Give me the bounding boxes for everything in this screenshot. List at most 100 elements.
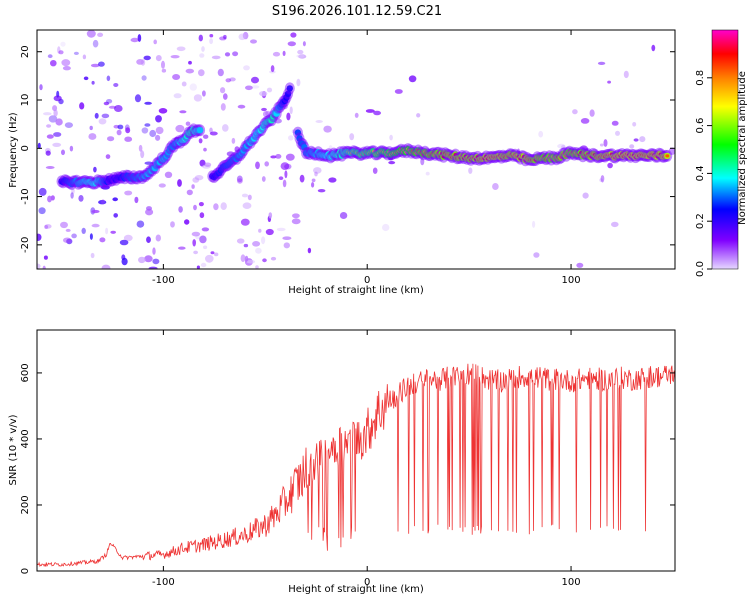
noise-blob xyxy=(468,167,473,174)
noise-blob xyxy=(101,264,111,269)
noise-blob xyxy=(103,101,110,106)
noise-blob xyxy=(198,202,204,207)
noise-blob xyxy=(60,221,68,229)
noise-blob xyxy=(611,221,619,228)
noise-blob xyxy=(382,223,390,232)
noise-blob xyxy=(354,112,359,118)
noise-blob xyxy=(282,179,287,188)
noise-blob xyxy=(365,109,375,113)
noise-blob xyxy=(53,132,62,137)
noise-blob xyxy=(124,190,133,196)
noise-blob xyxy=(265,110,271,117)
noise-blob xyxy=(289,106,293,115)
noise-blob xyxy=(389,134,393,141)
noise-blob xyxy=(241,193,249,198)
noise-blob xyxy=(668,147,675,155)
noise-blob xyxy=(136,220,145,228)
noise-blob xyxy=(615,130,620,136)
bottom-y-tick-label: 0 xyxy=(20,568,31,574)
noise-blob xyxy=(71,187,75,194)
bottom-y-tick-label: 400 xyxy=(20,429,31,448)
noise-blob xyxy=(237,104,246,109)
noise-blob xyxy=(149,129,157,138)
noise-blob xyxy=(99,237,106,243)
noise-blob xyxy=(64,122,73,128)
ridge-core xyxy=(665,154,670,158)
colorbar-tick-label: 0.8 xyxy=(695,70,706,86)
noise-blob xyxy=(38,187,47,196)
noise-blob xyxy=(242,202,252,209)
noise-blob xyxy=(204,162,212,167)
colorbar-tick-label: 0.0 xyxy=(695,261,706,277)
noise-blob xyxy=(261,107,267,112)
noise-blob xyxy=(69,145,74,152)
noise-blob xyxy=(143,55,151,61)
noise-blob xyxy=(46,124,52,128)
noise-blob xyxy=(185,68,194,74)
noise-blob xyxy=(258,228,262,233)
noise-blob xyxy=(278,176,284,180)
noise-blob xyxy=(328,177,337,183)
noise-blob xyxy=(192,239,196,247)
noise-blob xyxy=(184,219,190,225)
spectrogram-frame xyxy=(36,29,676,270)
noise-blob xyxy=(193,204,197,211)
noise-blob xyxy=(161,60,165,69)
noise-blob xyxy=(209,38,214,45)
noise-blob xyxy=(55,118,63,126)
noise-blob xyxy=(46,134,54,139)
noise-blob xyxy=(203,134,209,139)
noise-blob xyxy=(203,245,208,250)
noise-blob xyxy=(43,112,52,116)
noise-blob xyxy=(38,207,46,215)
noise-blob xyxy=(140,150,145,159)
noise-blob xyxy=(261,176,266,182)
noise-blob xyxy=(92,39,99,48)
noise-blob xyxy=(214,252,219,257)
noise-blob xyxy=(282,50,286,57)
noise-blob xyxy=(607,162,613,169)
noise-blob xyxy=(58,50,64,55)
noise-blob xyxy=(101,113,110,119)
noise-blob xyxy=(251,76,259,84)
noise-blob xyxy=(600,175,605,183)
noise-blob xyxy=(119,239,129,246)
noise-blob xyxy=(101,199,105,205)
noise-blob xyxy=(98,118,107,125)
noise-blob xyxy=(155,234,161,242)
noise-blob xyxy=(244,255,249,262)
noise-blob xyxy=(148,266,158,269)
noise-blob xyxy=(146,236,151,243)
noise-blob xyxy=(284,170,288,179)
noise-blob xyxy=(198,138,203,144)
colorbar-tick-label: 0.6 xyxy=(695,118,706,134)
noise-blob xyxy=(639,136,646,143)
noise-blob xyxy=(88,133,97,140)
noise-blob xyxy=(236,238,245,244)
noise-blob xyxy=(315,120,323,123)
noise-blob xyxy=(209,34,214,38)
noise-blob xyxy=(276,227,286,232)
noise-blob xyxy=(651,44,656,52)
noise-blob xyxy=(121,257,128,266)
noise-blob xyxy=(299,174,305,183)
noise-blob xyxy=(292,213,300,219)
page-title: S196.2026.101.12.59.C21 xyxy=(272,4,442,19)
noise-blob xyxy=(37,263,41,269)
noise-blob xyxy=(125,127,131,134)
noise-blob xyxy=(280,162,290,171)
noise-blob xyxy=(155,134,161,141)
noise-blob xyxy=(136,59,145,65)
top-y-tick-label: 0 xyxy=(20,145,31,151)
noise-blob xyxy=(73,51,79,56)
noise-blob xyxy=(179,110,187,114)
noise-blob xyxy=(130,37,139,43)
noise-blob xyxy=(138,256,146,264)
colorbar-label: Normalized spectral amplitude xyxy=(737,71,748,225)
noise-blob xyxy=(311,178,316,183)
noise-blob xyxy=(250,39,257,44)
noise-blob xyxy=(285,153,295,161)
noise-blob xyxy=(45,150,51,156)
noise-blob xyxy=(57,46,61,54)
